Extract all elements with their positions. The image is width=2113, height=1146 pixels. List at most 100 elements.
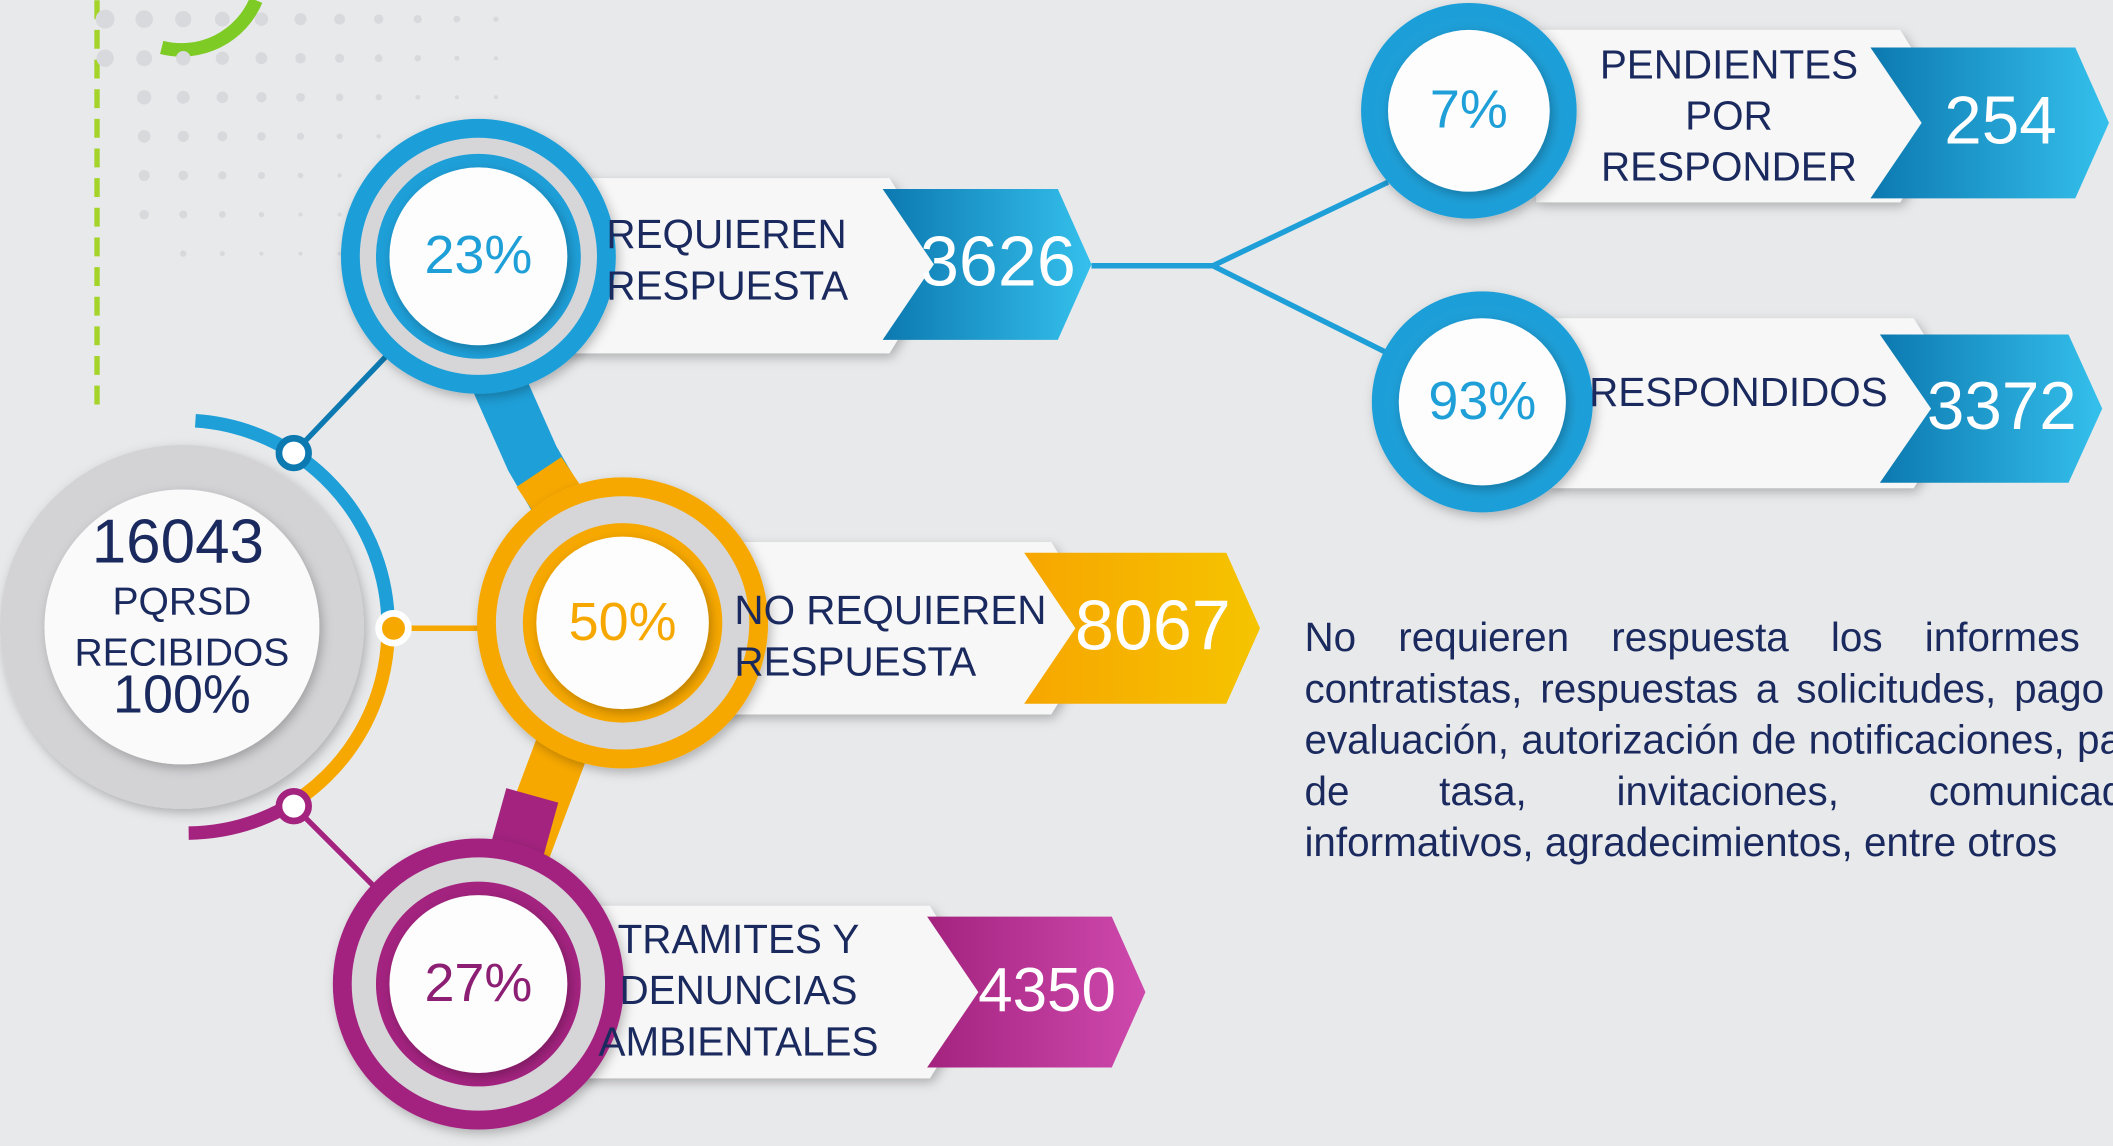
label-line: DENUNCIAS bbox=[619, 967, 857, 1013]
label-line: RESPUESTA bbox=[606, 262, 848, 308]
decoration bbox=[94, 0, 499, 412]
note: No requieren respuesta los informes de c… bbox=[1304, 616, 2113, 866]
dot bbox=[180, 250, 187, 257]
dot bbox=[138, 169, 150, 181]
dot bbox=[297, 172, 304, 179]
dot bbox=[335, 53, 345, 63]
center-value: 16043 bbox=[92, 507, 264, 576]
dot bbox=[139, 209, 149, 220]
label-line: POR bbox=[1685, 93, 1773, 139]
dot bbox=[218, 171, 227, 180]
dot bbox=[256, 92, 267, 103]
dot bbox=[214, 11, 230, 27]
dot bbox=[135, 10, 153, 28]
dot bbox=[334, 13, 345, 25]
label-panel bbox=[687, 542, 1106, 715]
dot bbox=[453, 15, 461, 23]
node: 27% TRAMITES Y DENUNCIAS AMBIENTALES 4350 bbox=[332, 838, 1146, 1130]
percent-disc bbox=[1388, 29, 1550, 192]
dot bbox=[255, 52, 268, 65]
dot bbox=[177, 130, 189, 143]
label-line: NO REQUIEREN bbox=[734, 587, 1046, 633]
center-sublabel: RECIBIDOS bbox=[74, 632, 289, 675]
dot bbox=[414, 54, 421, 62]
dot bbox=[298, 251, 303, 256]
percent-disc bbox=[1398, 318, 1566, 486]
dot bbox=[215, 51, 229, 65]
dot bbox=[136, 50, 153, 67]
percent: 50% bbox=[569, 592, 677, 652]
dot bbox=[336, 133, 343, 140]
dot bbox=[254, 12, 269, 26]
dot bbox=[337, 212, 342, 217]
label-line: RESPONDER bbox=[1601, 144, 1857, 190]
center-percent: 100% bbox=[113, 665, 251, 725]
value-tab bbox=[1870, 47, 2109, 199]
label-line: PENDIENTES bbox=[1600, 41, 1858, 87]
percent: 27% bbox=[424, 953, 532, 1013]
dot bbox=[493, 95, 498, 100]
dot bbox=[376, 134, 381, 139]
dot bbox=[216, 91, 229, 104]
label-line: AMBIENTALES bbox=[599, 1018, 879, 1064]
dot bbox=[454, 55, 460, 61]
value-tab bbox=[1024, 552, 1260, 704]
dot bbox=[178, 170, 189, 181]
dot bbox=[374, 54, 383, 63]
note-box: No requieren respuesta los informes de c… bbox=[1304, 616, 2113, 866]
dot bbox=[218, 211, 226, 218]
percent: 7% bbox=[1430, 80, 1508, 140]
dot bbox=[493, 56, 498, 61]
value-tab bbox=[927, 916, 1146, 1068]
percent-disc bbox=[389, 167, 568, 346]
center-node: 16043 PQRSD RECIBIDOS 100% bbox=[0, 414, 412, 840]
dot bbox=[415, 94, 421, 100]
node: 7% PENDIENTES POR RESPONDER 254 bbox=[1361, 2, 2109, 219]
value: 3372 bbox=[1927, 369, 2077, 444]
label-panel bbox=[1549, 318, 1968, 489]
dot bbox=[337, 173, 342, 178]
dot bbox=[294, 13, 307, 26]
label-line: REQUIEREN bbox=[606, 211, 846, 257]
center-label: PQRSD bbox=[112, 580, 251, 623]
percent: 93% bbox=[1428, 371, 1536, 431]
label-panel bbox=[1536, 29, 1954, 203]
label-line: TRAMITES Y bbox=[618, 916, 860, 962]
value-tab bbox=[882, 188, 1092, 340]
percent-disc bbox=[536, 536, 709, 710]
dot bbox=[373, 14, 384, 24]
dot bbox=[96, 49, 114, 67]
percent: 23% bbox=[424, 225, 532, 285]
dot bbox=[454, 95, 459, 100]
percent-disc bbox=[389, 895, 568, 1073]
node: 50% NO REQUIEREN RESPUESTA 8067 bbox=[477, 477, 1260, 769]
dot bbox=[375, 94, 382, 101]
dot bbox=[219, 251, 225, 257]
node: 93% RESPONDIDOS 3372 bbox=[1371, 291, 2103, 513]
dot bbox=[137, 130, 151, 143]
dot bbox=[175, 11, 192, 28]
dot bbox=[137, 90, 152, 105]
dot bbox=[295, 52, 306, 64]
dot bbox=[179, 210, 188, 219]
value: 8067 bbox=[1075, 586, 1231, 664]
dot bbox=[257, 132, 266, 141]
dot bbox=[298, 212, 303, 217]
dot bbox=[335, 93, 344, 102]
label-panel bbox=[545, 178, 944, 354]
dot bbox=[176, 90, 190, 104]
value: 4350 bbox=[978, 956, 1116, 1025]
dot bbox=[258, 211, 265, 218]
dot bbox=[217, 131, 228, 142]
dot bbox=[337, 251, 342, 256]
value: 3626 bbox=[920, 223, 1076, 301]
value: 254 bbox=[1944, 83, 2056, 158]
dot bbox=[296, 132, 305, 141]
label-line: RESPUESTA bbox=[734, 638, 976, 684]
dot bbox=[95, 9, 115, 29]
dot bbox=[257, 171, 265, 179]
label-panel bbox=[565, 905, 984, 1079]
dot bbox=[296, 92, 305, 102]
